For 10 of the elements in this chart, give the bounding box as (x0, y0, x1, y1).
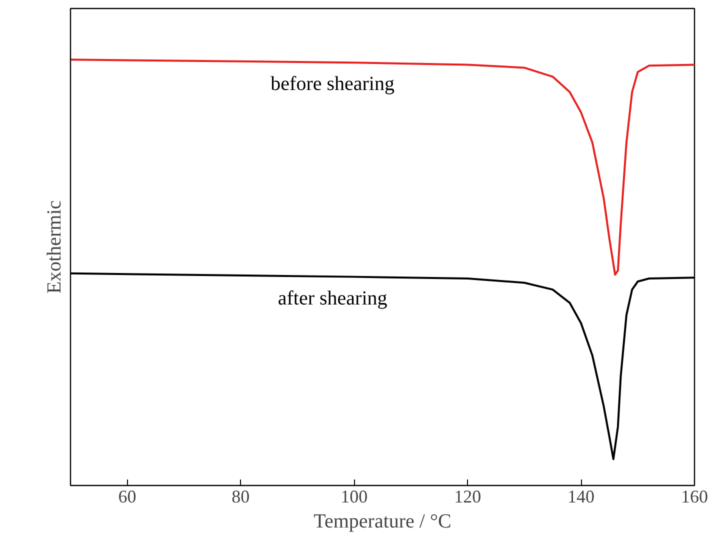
x-tick-label: 80 (232, 486, 250, 506)
x-tick-label: 60 (118, 486, 136, 506)
x-tick-label: 140 (568, 486, 595, 506)
x-tick-label: 160 (681, 486, 708, 506)
series-label: after shearing (278, 287, 388, 310)
y-axis-title: Exothermic (44, 200, 66, 294)
x-tick-label: 100 (340, 486, 368, 506)
series-label: before shearing (270, 73, 394, 96)
x-tick-label: 120 (454, 486, 482, 506)
x-axis-title: Temperature / °C (314, 510, 452, 532)
